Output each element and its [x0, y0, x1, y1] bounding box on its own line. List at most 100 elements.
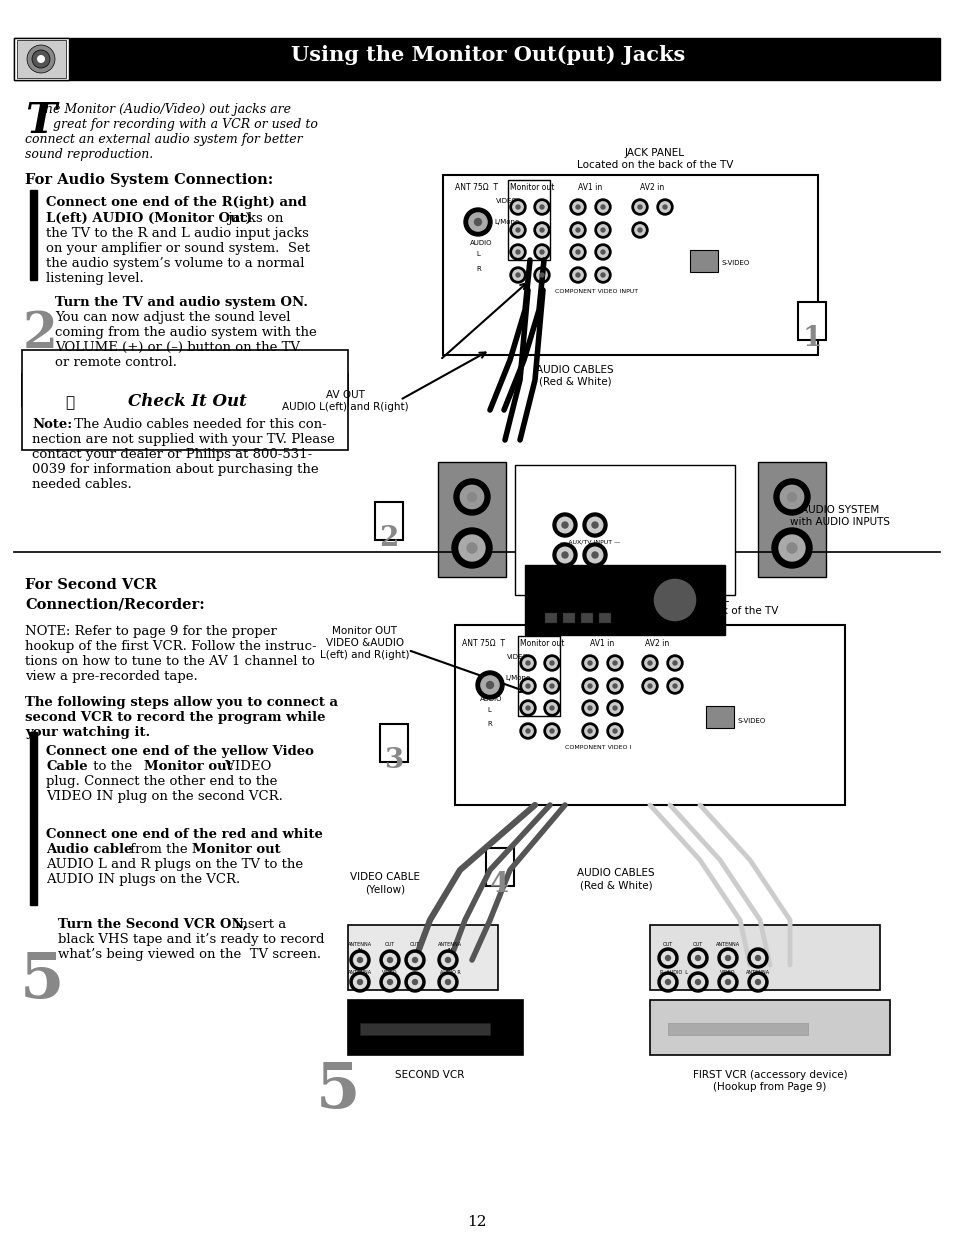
Circle shape [595, 267, 610, 283]
Circle shape [543, 655, 559, 671]
Text: 5: 5 [315, 1060, 360, 1121]
Circle shape [595, 199, 610, 215]
Circle shape [672, 684, 677, 688]
Circle shape [557, 517, 572, 532]
Circle shape [755, 956, 760, 961]
Text: JACK PANEL: JACK PANEL [624, 148, 684, 158]
Circle shape [634, 201, 644, 212]
Text: Audio cable: Audio cable [46, 844, 132, 856]
Text: AUDIO: AUDIO [470, 240, 492, 246]
Text: AV1 in: AV1 in [578, 183, 601, 191]
Circle shape [525, 661, 530, 664]
Bar [562, 613, 575, 622]
Text: Connect one end of the yellow Video: Connect one end of the yellow Video [46, 745, 314, 758]
Circle shape [534, 222, 550, 238]
Circle shape [550, 729, 554, 734]
Bar [30, 820, 37, 905]
Circle shape [747, 972, 767, 992]
Bar [455, 625, 844, 805]
Circle shape [592, 522, 598, 529]
Circle shape [691, 976, 703, 988]
Circle shape [519, 722, 536, 739]
Circle shape [350, 972, 370, 992]
Text: R  AUDIO  L: R AUDIO L [659, 969, 687, 974]
Text: VIDEO: VIDEO [506, 655, 528, 659]
Text: needed cables.: needed cables. [32, 478, 132, 492]
Circle shape [631, 199, 647, 215]
Text: (Red & White): (Red & White) [579, 881, 652, 890]
Circle shape [463, 207, 492, 236]
Text: 2: 2 [23, 310, 58, 359]
Circle shape [513, 225, 522, 235]
Circle shape [441, 953, 454, 967]
Text: NOTE: Refer to page 9 for the proper: NOTE: Refer to page 9 for the proper [25, 625, 276, 638]
Circle shape [609, 680, 619, 692]
Circle shape [519, 655, 536, 671]
Text: VIDEO: VIDEO [496, 198, 517, 204]
Circle shape [486, 682, 493, 688]
Circle shape [695, 979, 700, 984]
Circle shape [665, 956, 670, 961]
Text: plug. Connect the other end to the: plug. Connect the other end to the [46, 776, 277, 788]
Text: (Red & White): (Red & White) [538, 377, 611, 387]
Circle shape [652, 578, 697, 622]
Text: ANTENNA
IN: ANTENNA IN [348, 942, 372, 952]
Circle shape [522, 726, 533, 736]
Text: Connect one end of the red and white: Connect one end of the red and white [46, 827, 322, 841]
Circle shape [350, 950, 370, 969]
Circle shape [519, 700, 536, 716]
Circle shape [779, 535, 804, 561]
Text: the TV to the R and L audio input jacks: the TV to the R and L audio input jacks [46, 227, 309, 240]
Circle shape [437, 950, 457, 969]
Text: 5: 5 [20, 950, 65, 1011]
Circle shape [525, 706, 530, 710]
Circle shape [598, 269, 608, 280]
Circle shape [609, 726, 619, 736]
Circle shape [357, 979, 362, 984]
Text: — AUX/TV INPUT —: — AUX/TV INPUT — [559, 540, 619, 545]
Bar [705, 706, 733, 727]
Text: coming from the audio system with the: coming from the audio system with the [55, 326, 316, 338]
Text: The following steps allow you to connect a: The following steps allow you to connect… [25, 697, 337, 709]
Circle shape [522, 658, 533, 668]
Text: L(eft) AUDIO (Monitor Out): L(eft) AUDIO (Monitor Out) [46, 212, 252, 225]
Circle shape [572, 201, 582, 212]
Bar [515, 466, 734, 595]
Text: L/Mono: L/Mono [494, 219, 518, 225]
Text: he Monitor (Audio/Video) out jacks are: he Monitor (Audio/Video) out jacks are [45, 103, 291, 116]
Circle shape [600, 249, 604, 254]
Text: COMPONENT VIDEO INPUT: COMPONENT VIDEO INPUT [555, 289, 638, 294]
Circle shape [641, 655, 658, 671]
Circle shape [354, 953, 366, 967]
Circle shape [437, 972, 457, 992]
Circle shape [513, 247, 522, 257]
Text: second VCR to record the program while: second VCR to record the program while [25, 711, 325, 724]
Bar [17, 40, 66, 78]
Text: FIRST VCR (accessory device): FIRST VCR (accessory device) [692, 1070, 846, 1079]
Circle shape [609, 658, 619, 668]
Circle shape [467, 493, 476, 501]
Text: OUT: OUT [384, 942, 395, 947]
Circle shape [634, 225, 644, 235]
Circle shape [469, 212, 487, 231]
Circle shape [387, 979, 392, 984]
Text: For Audio System Connection:: For Audio System Connection: [25, 173, 273, 186]
Circle shape [587, 661, 592, 664]
Circle shape [452, 529, 492, 568]
Text: 1: 1 [801, 325, 821, 352]
Text: ANT 75Ω  T: ANT 75Ω T [461, 638, 504, 648]
Text: 0039 for information about purchasing the: 0039 for information about purchasing th… [32, 463, 318, 475]
Circle shape [510, 199, 525, 215]
Circle shape [557, 547, 572, 563]
Circle shape [516, 228, 519, 232]
Circle shape [546, 703, 557, 713]
Text: SECOND VCR: SECOND VCR [395, 1070, 464, 1079]
Text: 4: 4 [490, 871, 509, 898]
Circle shape [445, 979, 450, 984]
Circle shape [546, 680, 557, 692]
Circle shape [476, 671, 503, 699]
Text: Monitor out: Monitor out [144, 760, 233, 773]
Circle shape [613, 729, 617, 734]
Circle shape [550, 706, 554, 710]
Circle shape [666, 655, 682, 671]
